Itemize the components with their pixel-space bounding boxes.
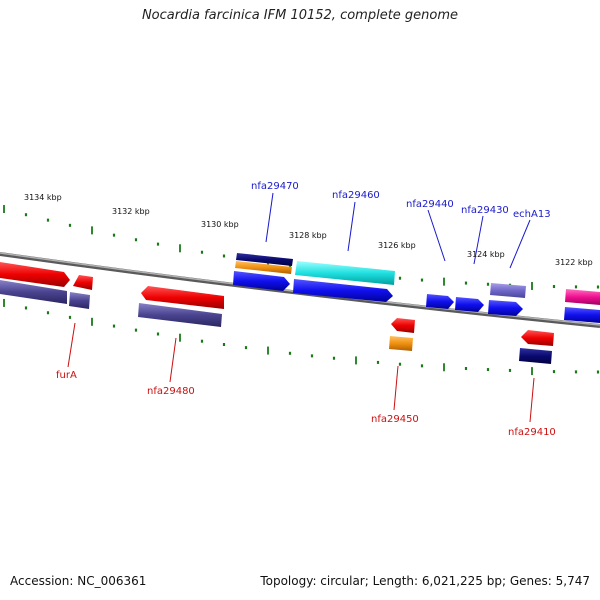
accession-text: Accession: NC_006361 xyxy=(10,574,147,588)
genome-title: Nocardia farcinica IFM 10152, complete g… xyxy=(141,8,459,23)
gene-feature[interactable] xyxy=(391,318,415,333)
gene-label-nfa29480[interactable]: nfa29480 xyxy=(147,386,195,397)
gene-label-nfa29410[interactable]: nfa29410 xyxy=(508,427,556,438)
gene-feature[interactable] xyxy=(519,348,552,364)
kbp-label: 3130 kbp xyxy=(201,220,239,229)
gene-feature[interactable] xyxy=(564,307,600,323)
kbp-label: 3132 kbp xyxy=(112,207,150,216)
gene-feature[interactable] xyxy=(488,300,523,316)
gene-feature[interactable] xyxy=(73,275,93,290)
gene-feature[interactable] xyxy=(141,286,224,309)
kbp-label: 3122 kbp xyxy=(555,258,593,267)
gene-feature[interactable] xyxy=(293,279,393,302)
gene-feature[interactable] xyxy=(0,262,70,287)
gene-label-nfa29450[interactable]: nfa29450 xyxy=(371,414,419,425)
gene-label-echa13[interactable]: echA13 xyxy=(513,209,551,220)
kbp-label: 3128 kbp xyxy=(289,231,327,240)
gene-feature[interactable] xyxy=(295,261,395,285)
gene-features xyxy=(0,253,600,364)
gene-feature[interactable] xyxy=(565,289,600,305)
label-leaders xyxy=(67,192,535,423)
gene-feature[interactable] xyxy=(0,280,67,304)
topology-text: Topology: circular; xyxy=(260,574,369,588)
gene-feature[interactable] xyxy=(236,253,293,266)
gene-feature[interactable] xyxy=(521,330,554,346)
gene-label-nfa29470[interactable]: nfa29470 xyxy=(251,181,299,192)
kbp-label: 3124 kbp xyxy=(467,250,505,259)
gene-feature[interactable] xyxy=(69,292,90,309)
kbp-label: 3126 kbp xyxy=(378,241,416,250)
top-tick-ring xyxy=(3,205,600,290)
gene-label-nfa29460[interactable]: nfa29460 xyxy=(332,190,380,201)
gene-label-nfa29430[interactable]: nfa29430 xyxy=(461,205,509,216)
genes-text: Genes: 5,747 xyxy=(509,574,590,588)
gene-feature[interactable] xyxy=(389,336,413,351)
gene-feature[interactable] xyxy=(490,283,526,298)
gene-feature[interactable] xyxy=(455,297,484,312)
gene-feature[interactable] xyxy=(138,303,222,327)
gene-label-nfa29440[interactable]: nfa29440 xyxy=(406,199,454,210)
gene-feature[interactable] xyxy=(426,294,454,309)
gene-feature[interactable] xyxy=(233,271,290,291)
kbp-label: 3134 kbp xyxy=(24,193,62,202)
genome-stats: Topology: circular; Length: 6,021,225 bp… xyxy=(260,574,590,588)
gene-labels: nfa29470 nfa29460 nfa29440 nfa29430 echA… xyxy=(56,181,556,438)
gene-label-fura[interactable]: furA xyxy=(56,370,77,381)
bottom-tick-ring xyxy=(3,298,600,376)
gene-feature[interactable] xyxy=(235,261,292,274)
kbp-labels: 3134 kbp 3132 kbp 3130 kbp 3128 kbp 3126… xyxy=(24,193,593,267)
length-text: Length: 6,021,225 bp; xyxy=(372,574,507,588)
